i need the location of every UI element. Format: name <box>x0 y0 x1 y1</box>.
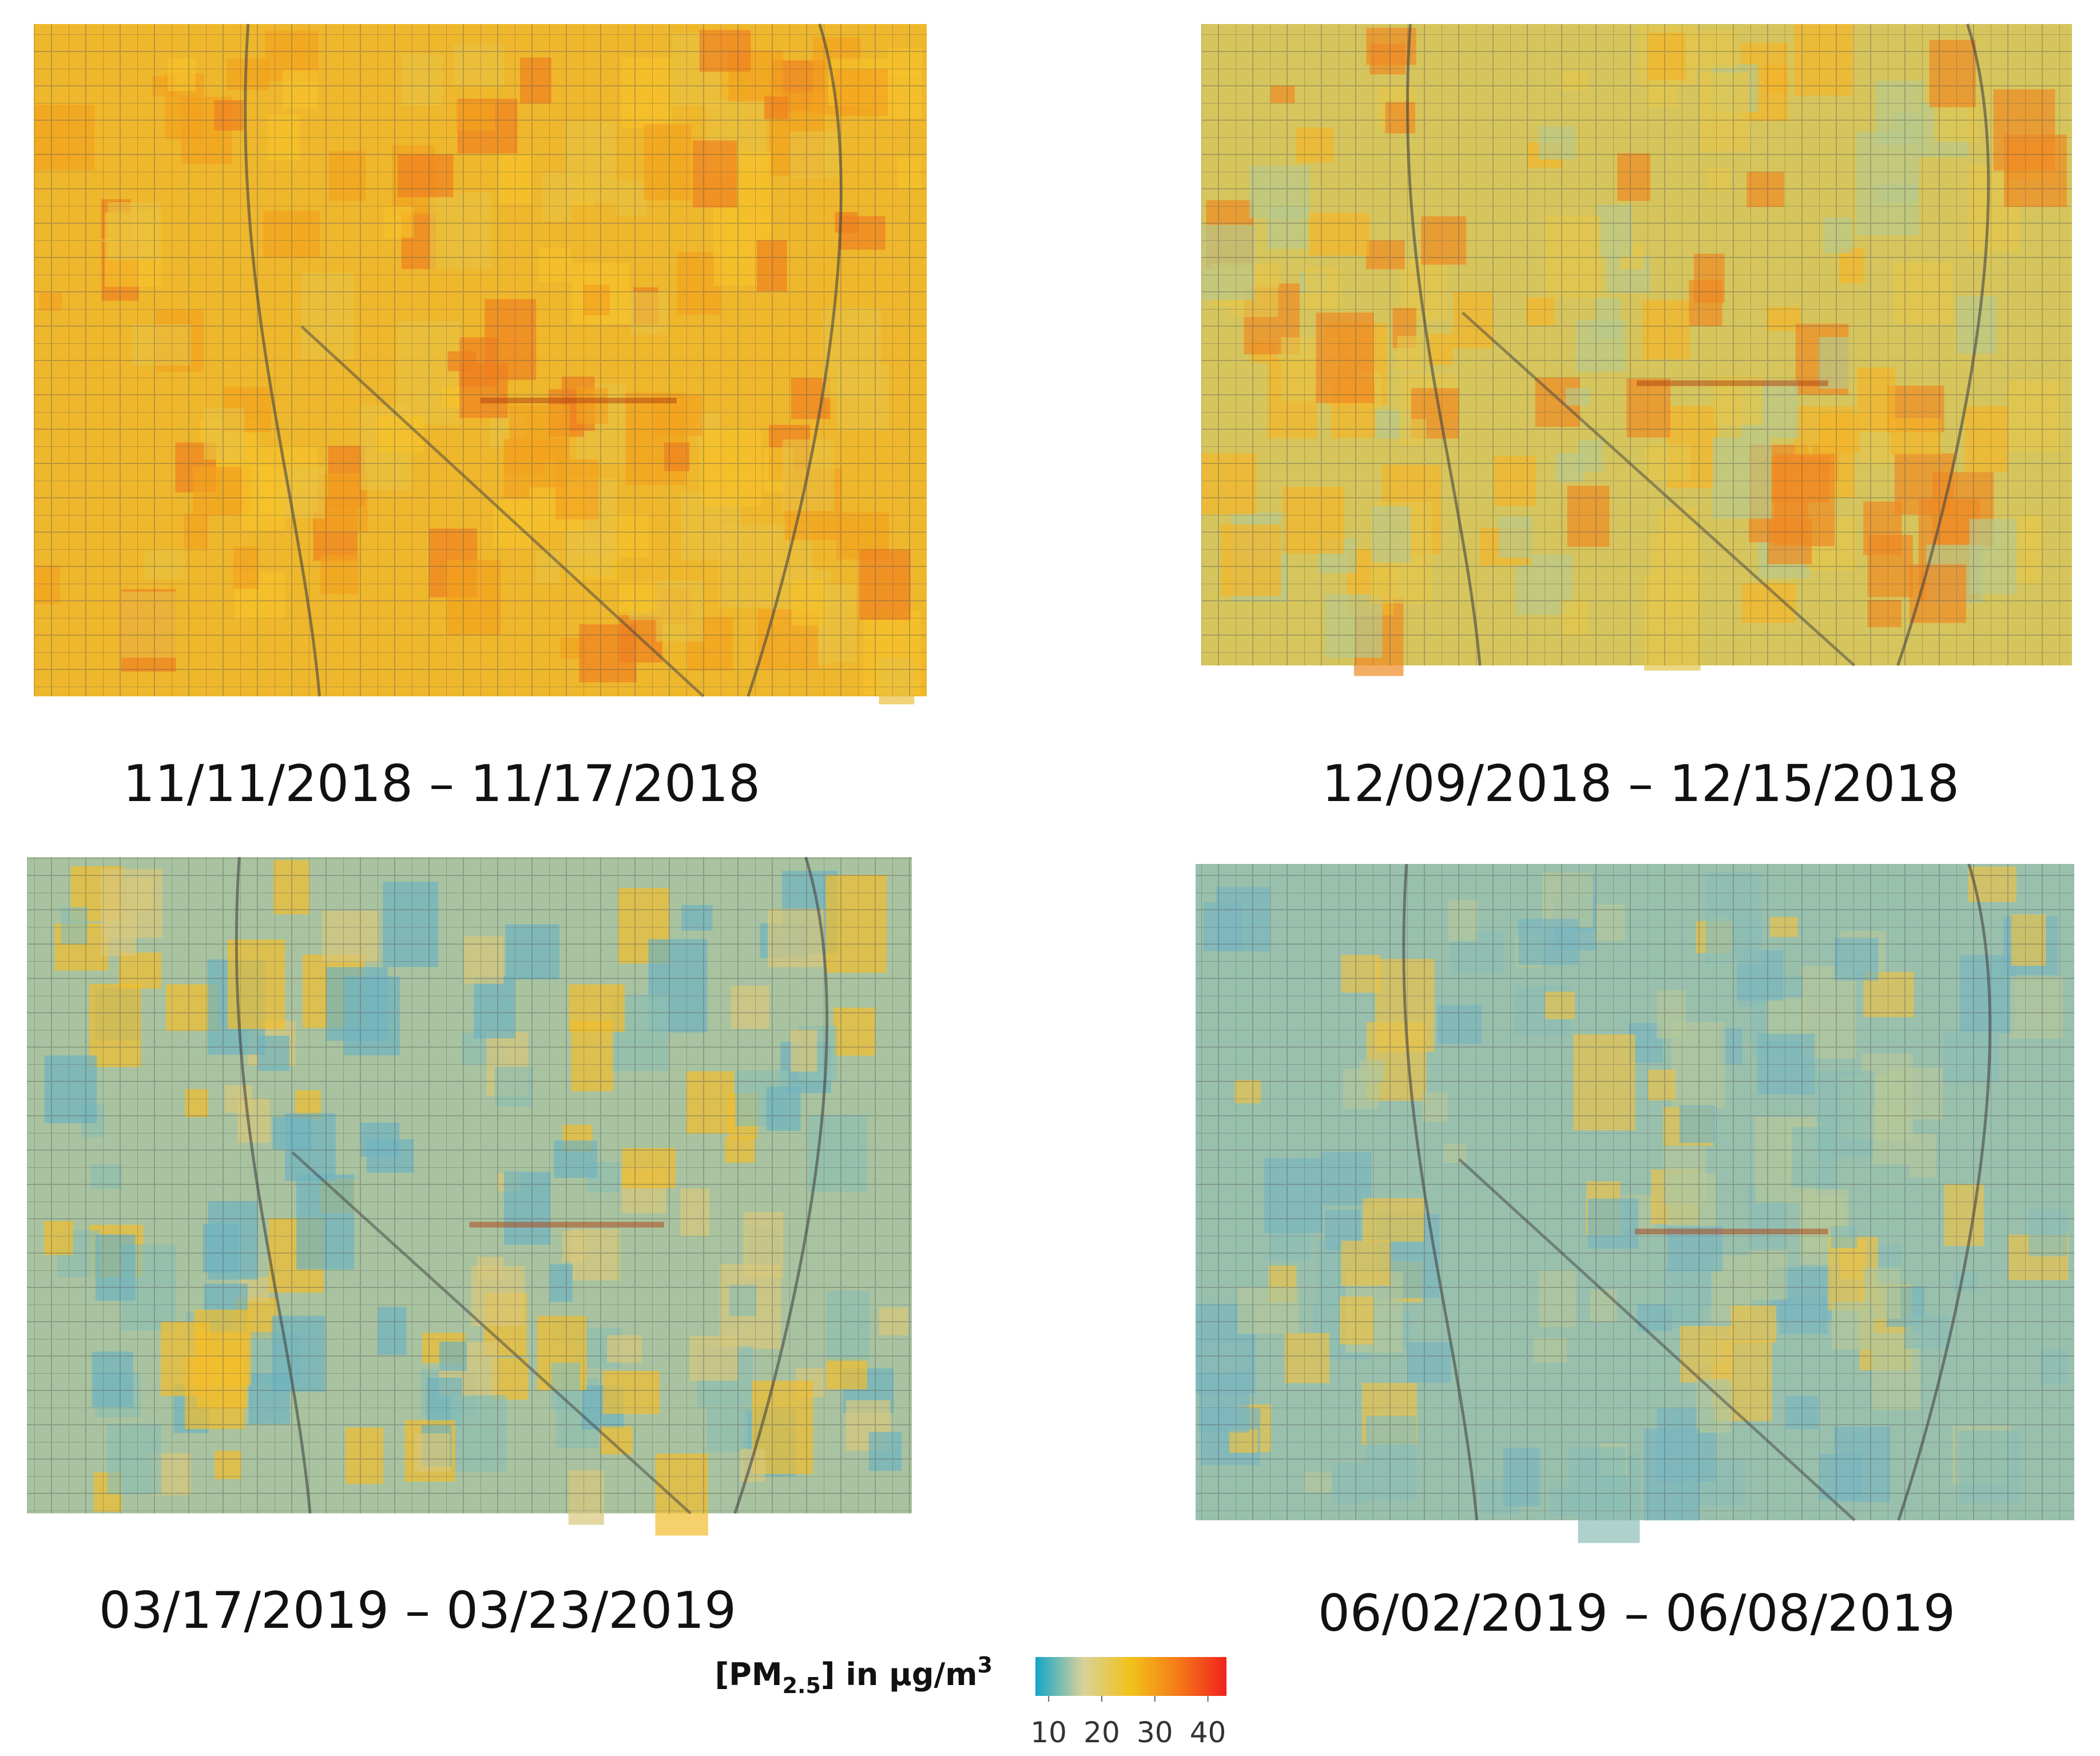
highway <box>291 1151 692 1515</box>
colorbar-tick-label: 40 <box>1190 1716 1226 1749</box>
road-grid <box>27 857 912 1513</box>
highway <box>1896 23 1990 666</box>
road-grid <box>1201 24 2072 665</box>
colorbar-tick-label: 20 <box>1083 1716 1120 1749</box>
legend-title: [PM2.5] in µg/m3 <box>715 1652 993 1698</box>
panel-caption: 11/11/2018 – 11/17/2018 <box>123 754 760 813</box>
road-grid <box>34 24 927 696</box>
legend-superscript: 3 <box>978 1652 993 1678</box>
highway <box>1461 311 1856 667</box>
map-panel <box>34 23 927 705</box>
highway <box>1406 23 1482 666</box>
highway <box>1897 863 1992 1521</box>
legend-title-part: ] in µg/m <box>821 1656 978 1692</box>
map-panel <box>1196 863 2074 1543</box>
highway <box>747 23 843 697</box>
highway <box>244 23 321 697</box>
map-panel <box>1201 23 2072 676</box>
panel-caption: 03/17/2019 – 03/23/2019 <box>99 1581 736 1640</box>
colorbar-tick-label: 10 <box>1030 1716 1067 1749</box>
legend-title-part: [PM <box>715 1656 783 1692</box>
map-panel <box>27 857 912 1536</box>
highway <box>235 857 312 1514</box>
panel-caption: 12/09/2018 – 12/15/2018 <box>1322 754 1959 813</box>
legend-subscript: 2.5 <box>783 1673 821 1698</box>
panel-caption: 06/02/2019 – 06/08/2019 <box>1318 1584 1955 1643</box>
highway <box>1458 1158 1856 1521</box>
colorbar <box>1035 1657 1226 1696</box>
highway <box>1402 863 1479 1521</box>
highway <box>300 325 705 697</box>
road-grid <box>1196 864 2074 1520</box>
colorbar-tick-label: 30 <box>1137 1716 1173 1749</box>
highway <box>733 857 829 1514</box>
